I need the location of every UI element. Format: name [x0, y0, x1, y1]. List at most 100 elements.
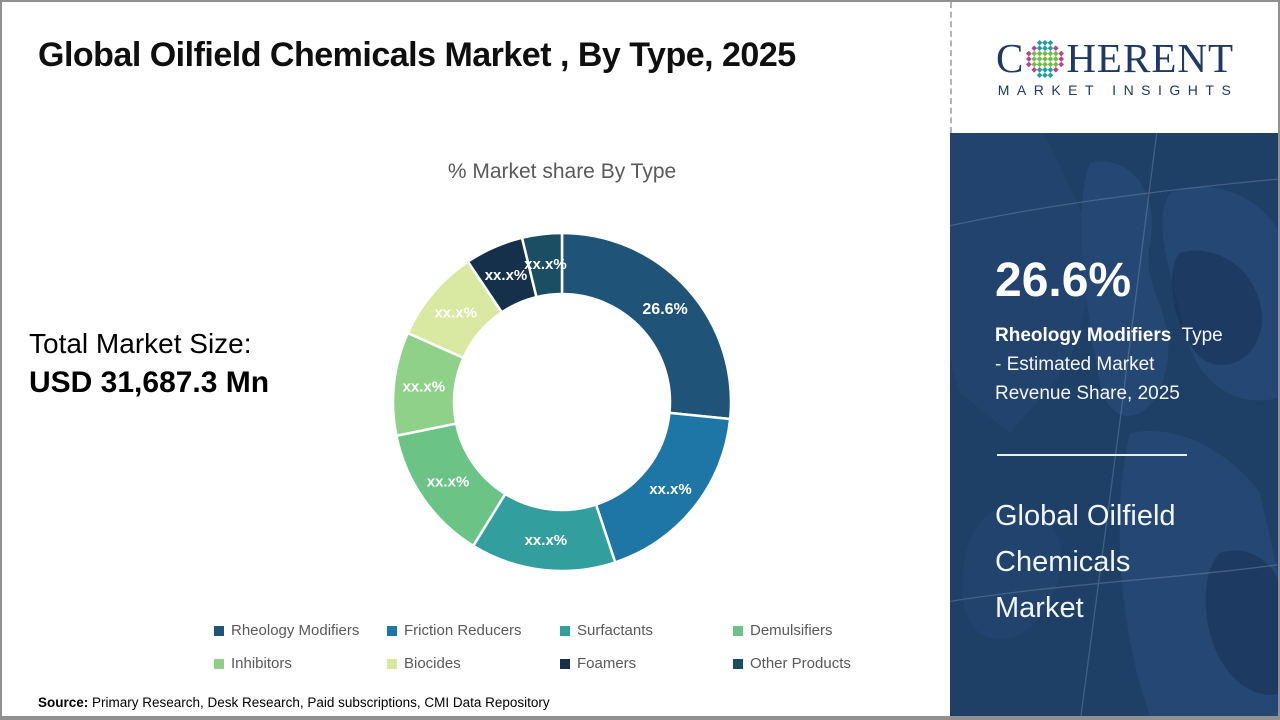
- donut-chart: 26.6%xx.x%xx.x%xx.x%xx.x%xx.x%xx.x%xx.x%: [391, 231, 733, 573]
- globe-dot: [1042, 45, 1049, 52]
- donut-segment-label: xx.x%: [485, 267, 528, 284]
- world-map-watermark: [950, 133, 1278, 716]
- brand-logo: C HERENT: [996, 37, 1234, 79]
- donut-segment-label: xx.x%: [403, 379, 446, 396]
- highlight-stat-value: 26.6%: [995, 254, 1132, 307]
- highlight-stat-description: Rheology Modifiers Type - Estimated Mark…: [995, 321, 1240, 408]
- logo-letters-herent: HERENT: [1066, 34, 1235, 81]
- donut-segment-other-products: [520, 231, 564, 299]
- sidebar-panel: 26.6% Rheology Modifiers Type - Estimate…: [950, 133, 1278, 716]
- source-label: Source:: [38, 695, 89, 710]
- globe-dot: [1042, 56, 1049, 62]
- globe-dot: [1031, 61, 1038, 68]
- logo-subtitle: MARKET INSIGHTS: [997, 82, 1239, 98]
- legend-label: Other Products: [750, 655, 851, 672]
- legend-label: Inhibitors: [231, 655, 292, 672]
- donut-segment-label: xx.x%: [525, 532, 568, 549]
- globe-dot: [1037, 66, 1043, 73]
- chart-title: % Market share By Type: [447, 160, 677, 183]
- globe-dot: [1053, 45, 1059, 52]
- globe-dot: [1042, 50, 1049, 57]
- globe-dot: [1047, 45, 1054, 52]
- legend-marker: [733, 625, 743, 636]
- donut-segment-label: xx.x%: [434, 304, 477, 321]
- globe-dots-icon: [1026, 39, 1065, 79]
- donut-segment-label: 26.6%: [642, 301, 687, 318]
- globe-dot: [1053, 56, 1059, 62]
- stat-desc-line1: Rheology Modifiers Type: [995, 325, 1223, 346]
- globe-dot: [1031, 45, 1038, 52]
- stat-segment-name: Rheology Modifiers: [995, 325, 1172, 346]
- globe-dot: [1053, 50, 1059, 57]
- legend-item-foamers: Foamers: [560, 655, 733, 672]
- globe-dot: [1047, 66, 1054, 73]
- sidebar-market-title: Global Oilfield Chemicals Market: [995, 493, 1176, 631]
- legend-marker: [214, 658, 224, 669]
- legend-item-other-products: Other Products: [733, 655, 906, 672]
- total-market-size: Total Market Size: USD 31,687.3 Mn: [29, 328, 269, 400]
- donut-segment-rheology-modifiers: [560, 231, 733, 421]
- legend-label: Demulsifiers: [750, 622, 833, 639]
- stat-desc-line2: - Estimated Market: [995, 354, 1155, 375]
- donut-segment-label: xx.x%: [524, 256, 567, 273]
- globe-dot: [1047, 72, 1054, 79]
- globe-dot: [1053, 61, 1059, 68]
- logo-panel: C HERENT MARKET INSIGHTS: [950, 2, 1278, 133]
- legend-label: Biocides: [404, 655, 461, 672]
- legend-label: Foamers: [577, 655, 637, 672]
- legend-marker: [560, 625, 570, 636]
- total-market-size-label: Total Market Size:: [29, 328, 252, 359]
- globe-dot: [1031, 66, 1038, 73]
- globe-dot: [1042, 66, 1049, 73]
- legend-label: Rheology Modifiers: [231, 622, 360, 639]
- donut-segment-label: xx.x%: [649, 481, 692, 498]
- globe-dot: [1042, 61, 1049, 68]
- legend-marker: [214, 625, 224, 636]
- chart-legend: Rheology Modifiers Friction Reducers Surfa…: [214, 622, 906, 672]
- total-market-size-value: USD 31,687.3 Mn: [29, 366, 270, 399]
- globe-dot: [1053, 66, 1059, 73]
- globe-dot: [1058, 50, 1065, 57]
- globe-dot: [1037, 61, 1043, 68]
- source-note: Source: Primary Research, Desk Research,…: [38, 695, 550, 710]
- globe-dot: [1047, 39, 1054, 46]
- sidebar-divider: [997, 454, 1187, 456]
- legend-marker: [560, 658, 570, 669]
- globe-dot: [1031, 56, 1038, 62]
- globe-dot: [1026, 50, 1032, 57]
- legend-item-friction-reducers: Friction Reducers: [387, 622, 560, 639]
- legend-marker: [387, 625, 397, 636]
- sidebar-title-line: Chemicals: [995, 546, 1131, 578]
- sidebar-title-line: Global Oilfield: [995, 500, 1176, 532]
- sidebar-title-line: Market: [995, 592, 1084, 624]
- globe-dot: [1031, 50, 1038, 57]
- page-title: Global Oilfield Chemicals Market , By Ty…: [38, 36, 796, 74]
- legend-item-biocides: Biocides: [387, 655, 560, 672]
- globe-dot: [1058, 56, 1065, 62]
- legend-item-surfactants: Surfactants: [560, 622, 733, 639]
- globe-dot: [1047, 56, 1054, 62]
- legend-marker: [387, 658, 397, 669]
- legend-label: Surfactants: [577, 622, 653, 639]
- legend-item-demulsifiers: Demulsifiers: [733, 622, 906, 639]
- globe-dot: [1042, 72, 1049, 79]
- legend-item-rheology-modifiers: Rheology Modifiers: [214, 622, 387, 639]
- globe-dot: [1047, 50, 1054, 57]
- legend-marker: [733, 658, 743, 669]
- globe-dot: [1037, 72, 1043, 79]
- globe-dot: [1026, 61, 1032, 68]
- globe-dot: [1026, 56, 1032, 62]
- legend-label: Friction Reducers: [404, 622, 522, 639]
- donut-segment-label: xx.x%: [427, 474, 470, 491]
- globe-dot: [1037, 50, 1043, 57]
- globe-dot: [1058, 61, 1065, 68]
- globe-dot: [1037, 56, 1043, 62]
- stat-desc-line3: Revenue Share, 2025: [995, 383, 1180, 404]
- globe-dot: [1037, 45, 1043, 52]
- source-text: Primary Research, Desk Research, Paid su…: [88, 695, 550, 710]
- legend-item-inhibitors: Inhibitors: [214, 655, 387, 672]
- globe-dot: [1047, 61, 1054, 68]
- globe-dot: [1042, 39, 1049, 46]
- logo-letter-c: C: [995, 34, 1025, 81]
